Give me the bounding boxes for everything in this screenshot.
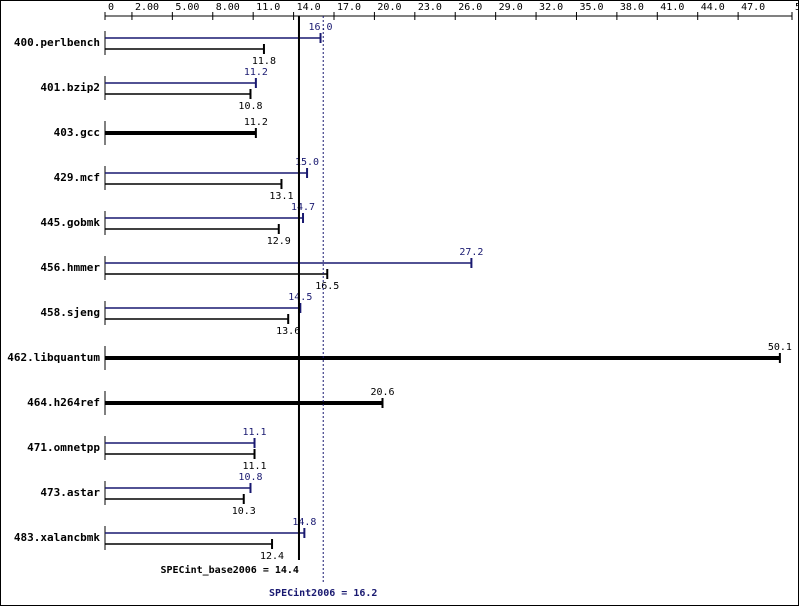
value-label: 12.9 bbox=[267, 236, 291, 247]
category-label: 483.xalancbmk bbox=[14, 531, 100, 544]
value-label: 20.6 bbox=[370, 387, 394, 398]
category-label: 456.hmmer bbox=[40, 261, 100, 274]
value-label: 11.2 bbox=[244, 67, 268, 78]
value-label: 10.3 bbox=[232, 506, 256, 517]
summary-label: SPECint_base2006 = 14.4 bbox=[160, 564, 298, 576]
x-tick-label: 20.0 bbox=[377, 2, 401, 13]
value-label: 27.2 bbox=[459, 247, 483, 258]
value-label: 50.1 bbox=[768, 342, 792, 353]
category-label: 462.libquantum bbox=[7, 351, 100, 364]
value-label: 13.1 bbox=[269, 191, 293, 202]
category-label: 471.omnetpp bbox=[27, 441, 100, 454]
value-label: 11.8 bbox=[252, 56, 276, 67]
category-label: 401.bzip2 bbox=[40, 81, 100, 94]
x-tick-label: 38.0 bbox=[620, 2, 644, 13]
x-tick-label: 35.0 bbox=[579, 2, 603, 13]
value-label: 14.5 bbox=[288, 292, 312, 303]
x-tick-label: 32.0 bbox=[539, 2, 563, 13]
value-label: 10.8 bbox=[238, 101, 262, 112]
x-tick-label: 5.00 bbox=[175, 2, 199, 13]
category-label: 400.perlbench bbox=[14, 36, 100, 49]
value-label: 11.1 bbox=[242, 427, 266, 438]
x-tick-label: 0 bbox=[108, 2, 114, 13]
x-tick-label: 29.0 bbox=[499, 2, 523, 13]
category-label: 429.mcf bbox=[54, 171, 100, 184]
x-tick-label: 17.0 bbox=[337, 2, 361, 13]
x-tick-label: 26.0 bbox=[458, 2, 482, 13]
value-label: 10.8 bbox=[238, 472, 262, 483]
value-label: 16.0 bbox=[308, 22, 332, 33]
value-label: 14.7 bbox=[291, 202, 315, 213]
x-tick-label: 47.0 bbox=[741, 2, 765, 13]
x-tick-label: 2.00 bbox=[135, 2, 159, 13]
value-label: 16.5 bbox=[315, 281, 339, 292]
value-label: 14.8 bbox=[292, 517, 316, 528]
x-tick-label: 51.0 bbox=[795, 2, 799, 13]
category-label: 458.sjeng bbox=[40, 306, 100, 319]
category-label: 403.gcc bbox=[54, 126, 100, 139]
category-label: 464.h264ref bbox=[27, 396, 100, 409]
value-label: 12.4 bbox=[260, 551, 284, 562]
x-tick-label: 41.0 bbox=[660, 2, 684, 13]
x-tick-label: 44.0 bbox=[701, 2, 725, 13]
value-label: 15.0 bbox=[295, 157, 319, 168]
x-tick-label: 23.0 bbox=[418, 2, 442, 13]
category-label: 445.gobmk bbox=[40, 216, 100, 229]
category-label: 473.astar bbox=[40, 486, 100, 499]
value-label: 11.1 bbox=[242, 461, 266, 472]
x-tick-label: 11.0 bbox=[256, 2, 280, 13]
x-tick-label: 14.0 bbox=[297, 2, 321, 13]
x-tick-label: 8.00 bbox=[216, 2, 240, 13]
summary-label: SPECint2006 = 16.2 bbox=[269, 587, 377, 599]
value-label: 11.2 bbox=[244, 117, 268, 128]
value-label: 13.6 bbox=[276, 326, 300, 337]
